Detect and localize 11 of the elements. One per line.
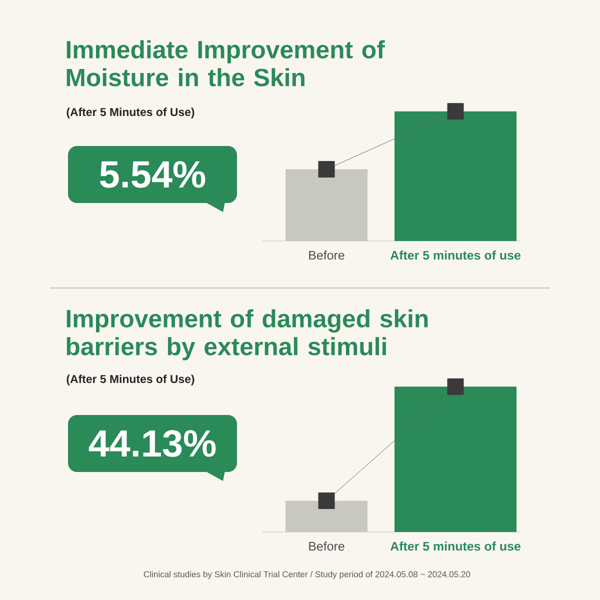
x-tick-label: Before xyxy=(309,542,344,551)
x-tick-label: After 5 minutes of use xyxy=(390,250,520,260)
x-tick-label: After 5 minutes of use xyxy=(390,542,520,551)
text: (After 5 Minutes of Use) xyxy=(66,108,194,118)
chart-title: Improvement of damaged skin barriers by external stimuli xyxy=(66,309,428,360)
text: Clinical studies by Skin Clinical Trial Center / Study period of 2024.05.08 ~ 2024.05.20 xyxy=(144,571,470,579)
text: 44.13% xyxy=(88,430,216,457)
x-tick-label: Before xyxy=(309,250,344,260)
text: 5.54% xyxy=(100,161,206,188)
chart-title: Immediate Improvement of Moisture in the Skin xyxy=(66,40,385,86)
text: (After 5 Minutes of Use) xyxy=(66,374,194,386)
